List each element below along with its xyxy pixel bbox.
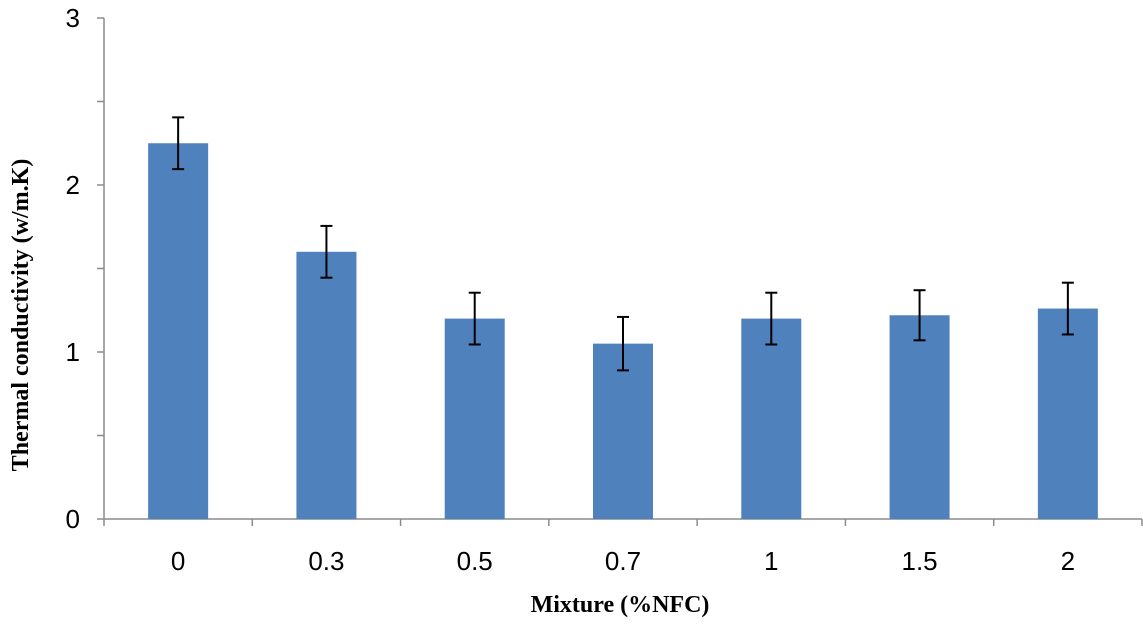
bar-1 [741, 318, 802, 519]
error-bar-2 [1061, 281, 1074, 336]
x-tick-label: 1 [764, 546, 778, 576]
x-tick-label: 2 [1061, 546, 1075, 576]
x-axis-ticks: 0 0.3 0.5 0.7 1 1.5 2 [103, 519, 1143, 576]
error-bar-1.5 [913, 289, 926, 342]
error-bar-0 [172, 116, 185, 171]
y-tick-label: 1 [66, 337, 80, 367]
bar-series [148, 143, 1098, 520]
error-bar-0.3 [320, 224, 333, 279]
y-tick-label: 0 [66, 504, 80, 534]
x-axis-title: Mixture (%NFC) [531, 592, 710, 618]
bar-0.5 [444, 318, 505, 519]
bar-1.5 [889, 315, 950, 519]
x-tick-label: 1.5 [901, 546, 937, 576]
bar-0.3 [296, 251, 357, 520]
y-tick-label: 2 [66, 170, 80, 200]
bar-2 [1037, 308, 1098, 519]
x-tick-label: 0.5 [457, 546, 493, 576]
x-tick-label: 0 [171, 546, 185, 576]
y-axis-ticks: 0 1 2 3 [66, 3, 104, 534]
x-tick-label: 0.3 [308, 546, 344, 576]
y-tick-label: 3 [66, 3, 80, 33]
error-bar-0.5 [468, 291, 481, 346]
error-bar-0.7 [617, 315, 629, 372]
bar-0 [148, 143, 209, 519]
bar-0.7 [593, 343, 653, 519]
y-axis-title: Thermal conductivity (w/m.K) [8, 159, 34, 472]
x-tick-label: 0.7 [605, 546, 641, 576]
error-bars [172, 116, 1074, 372]
error-bar-1 [765, 291, 778, 346]
